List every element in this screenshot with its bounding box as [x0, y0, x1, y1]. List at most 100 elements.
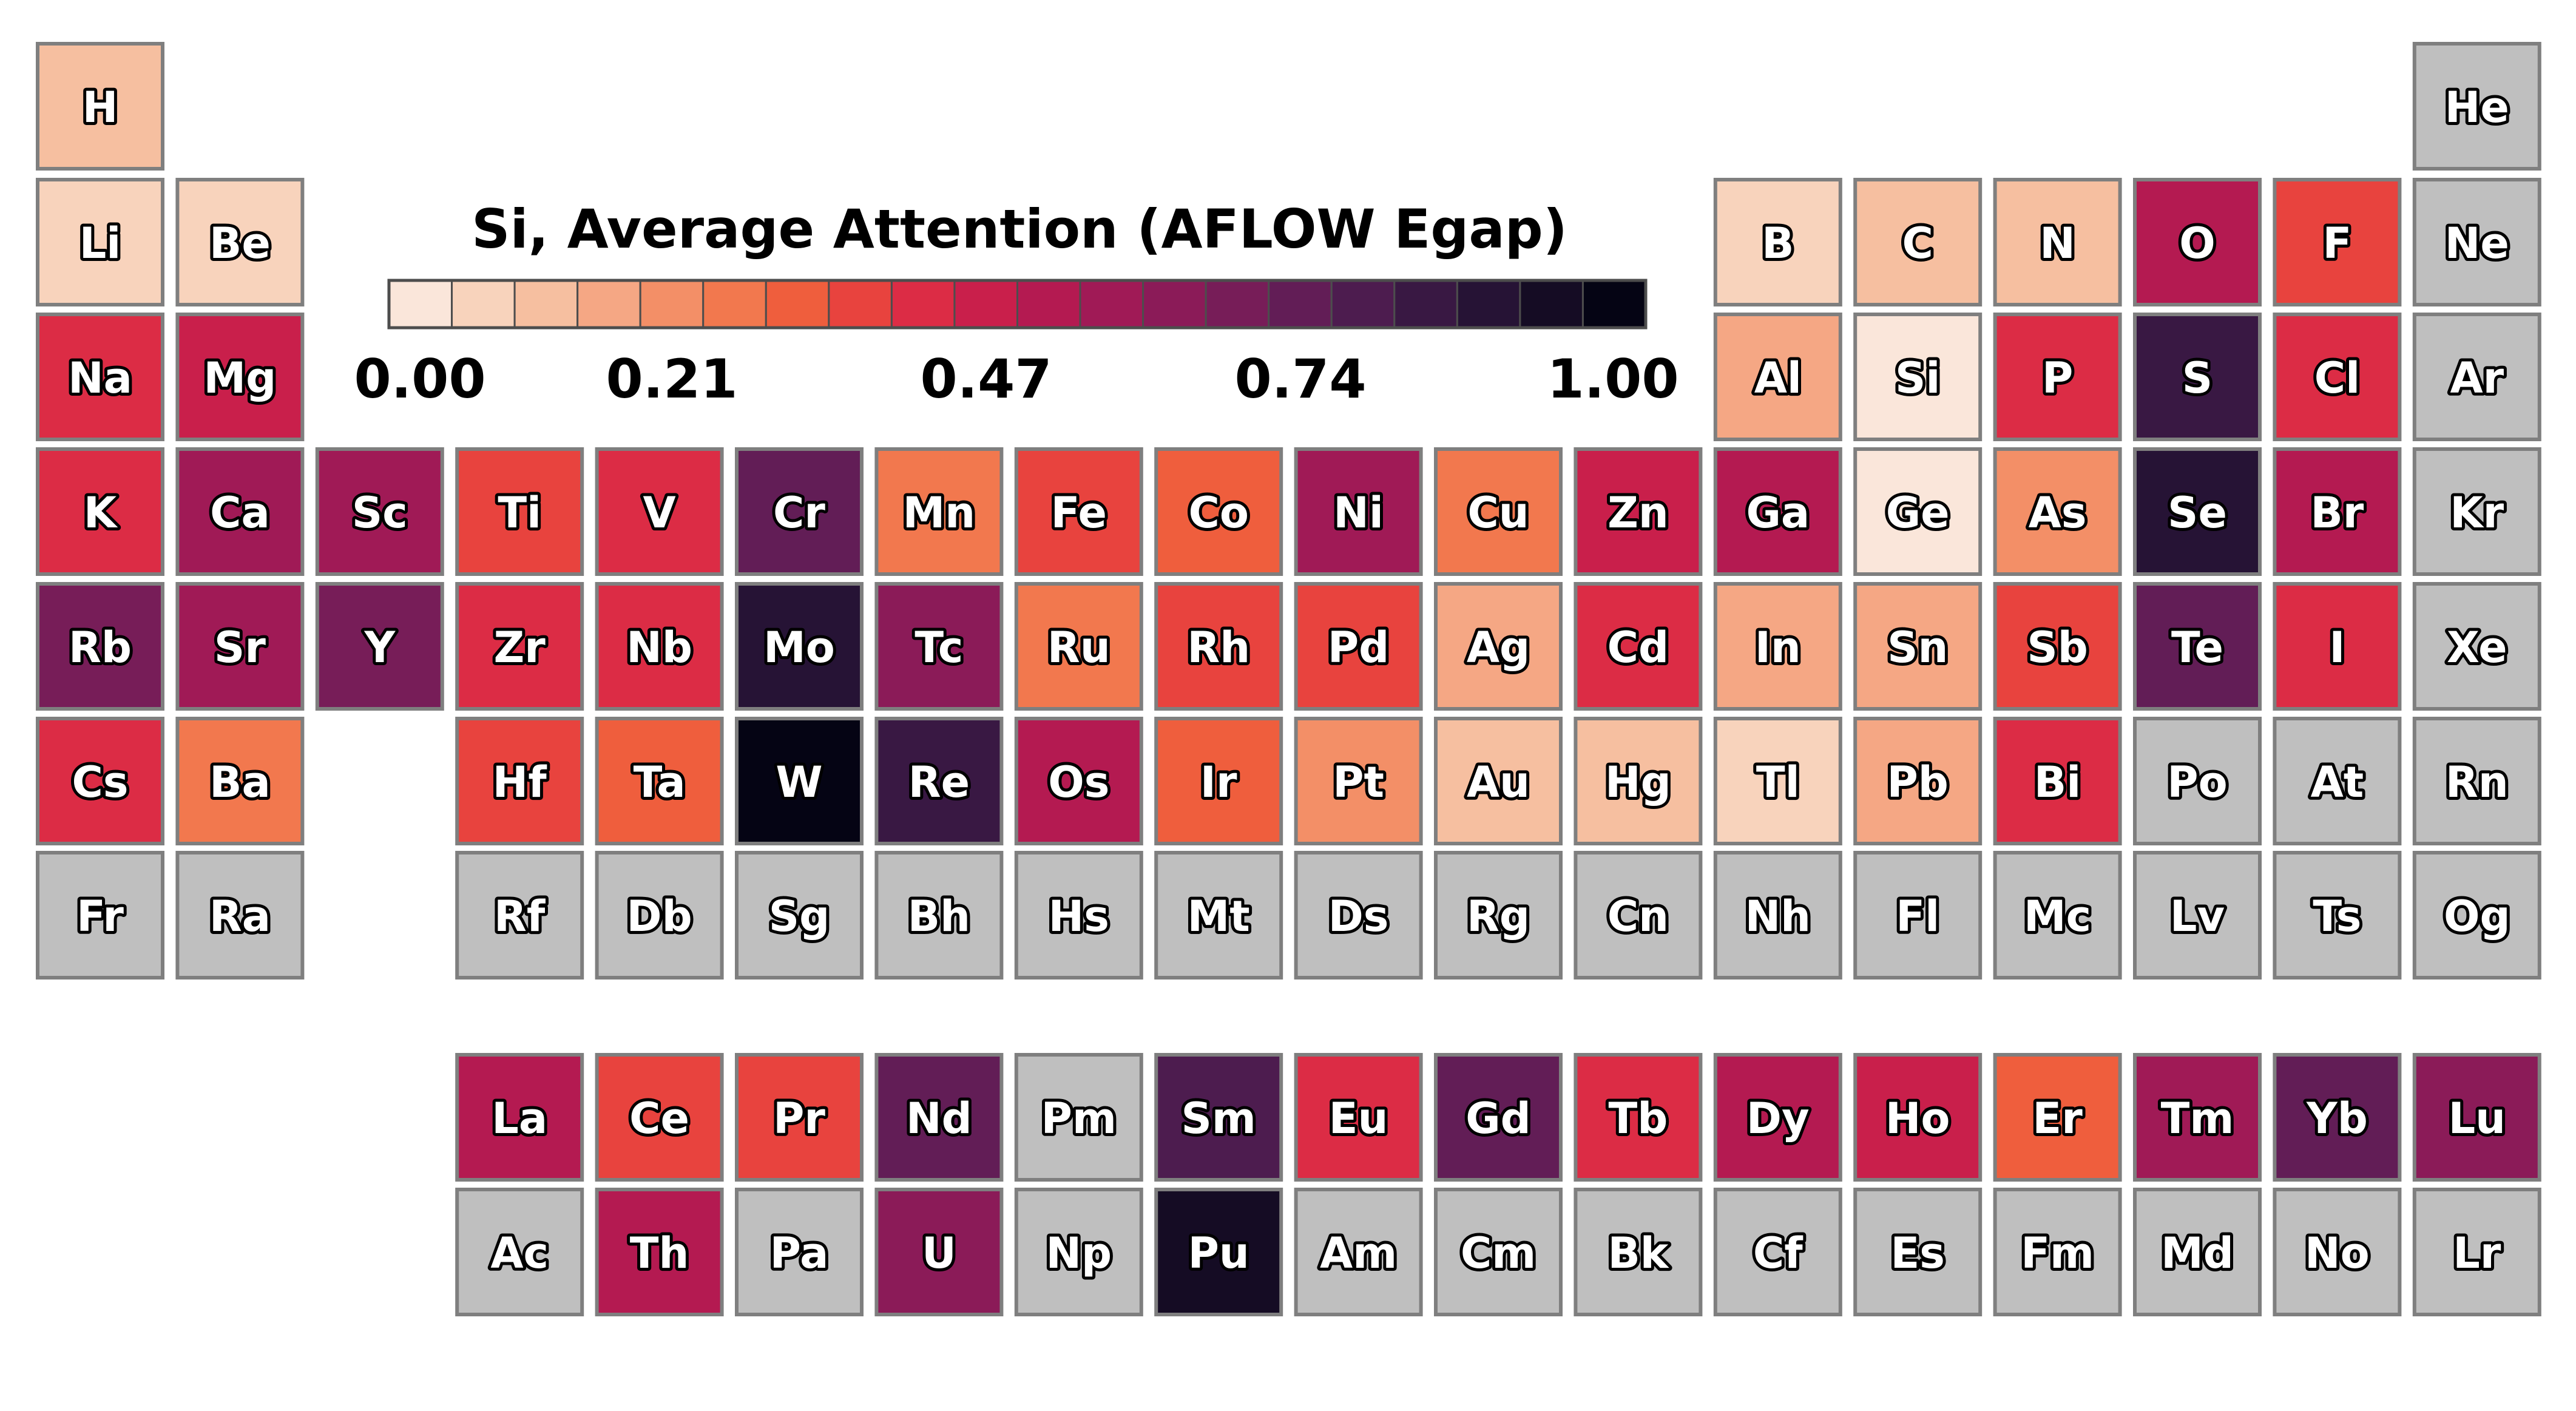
element-symbol-label: Rb — [69, 623, 132, 672]
colorbar-tick-label: 0.21 — [606, 348, 737, 410]
element-symbol-label: Ti — [498, 488, 541, 538]
element-symbol-label: Pd — [1328, 623, 1389, 672]
element-cell-rect — [2273, 1188, 2402, 1316]
element-cell-br: Br — [2273, 447, 2402, 576]
colorbar-segment — [1079, 279, 1144, 329]
element-cells: H He Li Be B C N O F Ne Na Mg Al Si P S Cl Ar K Ca Sc Ti V Cr Mn… — [36, 42, 2541, 1316]
element-cell-rect — [874, 1053, 1004, 1182]
element-cell-lu: Lu — [2412, 1053, 2541, 1182]
element-cell-rect — [595, 717, 724, 845]
element-cell-rect — [595, 1188, 724, 1316]
element-cell-rect — [36, 582, 164, 711]
element-cell-ca: Ca — [175, 447, 305, 576]
colorbar-segment — [1519, 279, 1584, 329]
element-symbol-label: Es — [1890, 1228, 1944, 1278]
element-cell-zn: Zn — [1574, 447, 1703, 576]
element-cell-rect — [1434, 1188, 1563, 1316]
colorbar-segment — [513, 279, 579, 329]
element-cell-rect — [874, 851, 1004, 980]
element-cell-rect — [1294, 447, 1423, 576]
element-cell-rect — [735, 1053, 864, 1182]
element-symbol-label: Te — [2171, 623, 2223, 672]
element-cell-dy: Dy — [1713, 1053, 1842, 1182]
element-symbol-label: At — [2311, 757, 2364, 807]
element-cell-rect — [1434, 717, 1563, 845]
element-symbol-label: Cr — [773, 488, 825, 538]
element-cell-rect — [1014, 1053, 1143, 1182]
element-cell-np: Np — [1014, 1188, 1143, 1316]
element-cell-rect — [1993, 313, 2122, 441]
element-cell-mo: Mo — [735, 582, 864, 711]
element-cell-po: Po — [2133, 717, 2262, 845]
element-cell-rect — [455, 851, 584, 980]
element-cell-sn: Sn — [1853, 582, 1983, 711]
element-cell-rect — [1853, 582, 1983, 711]
element-cell-rect — [1154, 717, 1283, 845]
element-cell-ts: Ts — [2273, 851, 2402, 980]
element-cell-rect — [1713, 851, 1842, 980]
element-cell-ba: Ba — [175, 717, 305, 845]
element-cell-rect — [1713, 1053, 1842, 1182]
element-cell-lv: Lv — [2133, 851, 2262, 980]
colorbar-segment — [388, 279, 453, 329]
element-cell-os: Os — [1014, 717, 1143, 845]
element-symbol-label: Br — [2310, 488, 2364, 538]
element-cell-h: H — [36, 42, 164, 171]
element-cell-yb: Yb — [2273, 1053, 2402, 1182]
element-cell-fm: Fm — [1993, 1188, 2122, 1316]
element-symbol-label: Fr — [76, 892, 124, 941]
element-cell-f: F — [2273, 178, 2402, 306]
element-cell-mg: Mg — [175, 313, 305, 441]
element-cell-rect — [2273, 1053, 2402, 1182]
element-cell-rect — [1014, 1188, 1143, 1316]
element-symbol-label: Mo — [763, 623, 835, 672]
element-cell-rect — [455, 582, 584, 711]
element-cell-rect — [1574, 851, 1703, 980]
element-cell-mt: Mt — [1154, 851, 1283, 980]
element-cell-am: Am — [1294, 1188, 1423, 1316]
colorbar-frame — [387, 279, 1648, 330]
element-cell-at: At — [2273, 717, 2402, 845]
colorbar-segment — [1016, 279, 1081, 329]
element-symbol-label: Ru — [1047, 623, 1111, 672]
element-cell-rect — [1713, 447, 1842, 576]
element-symbol-label: Ga — [1746, 488, 1810, 538]
element-cell-es: Es — [1853, 1188, 1983, 1316]
element-cell-cr: Cr — [735, 447, 864, 576]
element-cell-rect — [175, 447, 305, 576]
element-cell-rect — [36, 851, 164, 980]
element-symbol-label: Am — [1320, 1228, 1397, 1278]
element-cell-rect — [1713, 178, 1842, 306]
element-symbol-label: Pm — [1041, 1094, 1117, 1143]
element-symbol-label: Cs — [72, 757, 128, 807]
element-symbol-label: Cm — [1461, 1228, 1536, 1278]
element-cell-rect — [2133, 1053, 2262, 1182]
element-symbol-label: Fm — [2021, 1228, 2094, 1278]
element-symbol-label: Lu — [2449, 1094, 2506, 1143]
element-cell-rect — [1574, 1188, 1703, 1316]
element-cell-ni: Ni — [1294, 447, 1423, 576]
element-cell-be: Be — [175, 178, 305, 306]
element-cell-rect — [735, 1188, 864, 1316]
element-cell-pr: Pr — [735, 1053, 864, 1182]
colorbar-segment — [953, 279, 1018, 329]
element-symbol-label: As — [2029, 488, 2087, 538]
element-cell-rect — [1154, 1053, 1283, 1182]
element-cell-te: Te — [2133, 582, 2262, 711]
element-symbol-label: Sc — [352, 488, 408, 538]
element-symbol-label: Po — [2167, 757, 2227, 807]
element-cell-rect — [2133, 582, 2262, 711]
element-cell-c: C — [1853, 178, 1983, 306]
element-symbol-label: V — [643, 488, 676, 538]
colorbar-segment — [765, 279, 830, 329]
element-symbol-label: Ne — [2445, 218, 2509, 268]
element-cell-sm: Sm — [1154, 1053, 1283, 1182]
element-cell-rect — [1294, 1053, 1423, 1182]
element-cell-rect — [1993, 1053, 2122, 1182]
element-cell-rect — [1713, 582, 1842, 711]
element-cell-s: S — [2133, 313, 2262, 441]
element-symbol-label: Au — [1467, 757, 1530, 807]
element-symbol-label: B — [1762, 218, 1794, 268]
element-cell-cl: Cl — [2273, 313, 2402, 441]
element-cell-hg: Hg — [1574, 717, 1703, 845]
